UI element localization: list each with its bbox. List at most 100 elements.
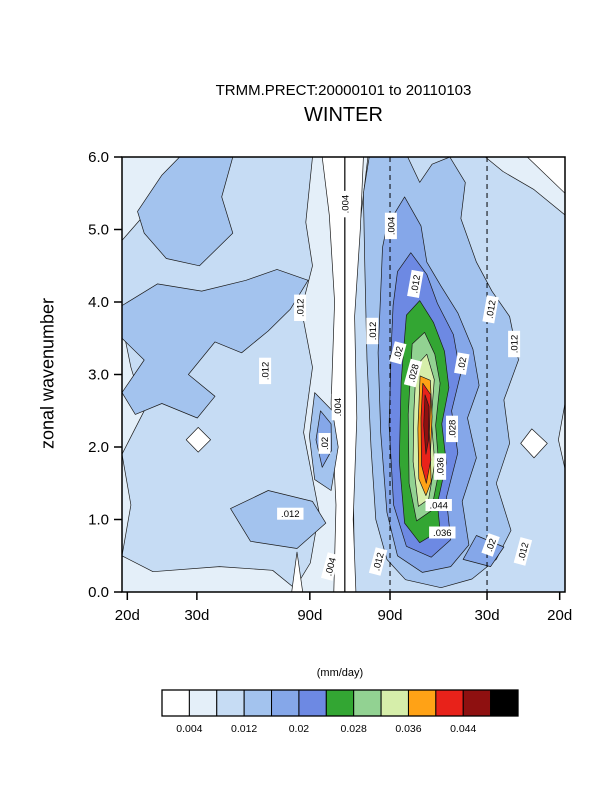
contour-label-text: .012 [510,335,521,354]
contour-field [122,157,565,592]
colorbar-cell [407,689,437,717]
contour-label: .02 [481,533,500,557]
contour-label-bg [331,393,344,421]
contour-label: .036 [429,526,456,539]
contour-label-bg [403,358,423,388]
y-axis-tick-label: 5.0 [88,222,109,239]
contour-label: .004 [384,212,397,240]
contour-label-bg [384,212,397,240]
contour-label: .028 [446,415,459,443]
contour-label-text: .004 [333,398,344,417]
colorbar-cell [380,689,409,717]
colorbar-cell [243,689,273,717]
contour-label: .004 [331,393,344,421]
contour-label-bg [320,552,340,581]
contour-label-text: .012 [516,541,531,562]
colorbar-tick-label: 0.012 [231,723,257,735]
contour-label: .012 [259,357,272,385]
contour-region [122,269,309,419]
x-axis-tick-label: 30d [475,607,500,624]
colorbar-frame [161,689,519,717]
contour-label-text: .012 [261,362,272,381]
y-axis-tick-label: 4.0 [88,294,109,311]
colorbar-cell [271,689,300,717]
contour-label-text: .02 [392,345,406,361]
contour-label: .036 [434,453,447,480]
colorbar-cell [490,689,519,717]
colorbar-tick-label: 0.036 [395,723,421,735]
y-axis-tick-label: 0.0 [88,584,109,601]
contour-label-text: .012 [409,274,423,294]
y-axis-tick-label: 6.0 [88,149,109,166]
contour-label-text: .044 [429,501,448,512]
contour-label-bg [425,499,452,511]
contour-label-bg [318,432,331,454]
contour-region [423,394,430,455]
y-axis-tick-label: 1.0 [88,512,109,529]
contour-region [185,427,211,453]
contour-label-bg [434,453,447,480]
contour-label-bg [407,269,424,298]
x-axis-tick-label: 30d [184,607,209,624]
y-axis-tick-label: 2.0 [88,439,109,456]
contour-label-text: .028 [406,363,421,384]
contour-label-bg [294,294,307,321]
colorbar-tick-label: 0.028 [341,723,367,735]
x-axis-tick-label: 90d [377,607,402,624]
colorbar-cell [353,689,382,717]
colorbar-tick-label: 0.004 [176,723,202,735]
contour-label-bg [366,317,379,345]
contour-label-text: .004 [386,217,397,236]
contour-label-text: .004 [340,195,351,214]
season-title: WINTER [304,104,383,126]
contour-label: .012 [366,317,379,345]
contour-label-text: .004 [323,557,338,578]
y-axis-tick-label: 3.0 [88,367,109,384]
contour-label-text: .012 [296,299,307,318]
contour-label: .044 [425,499,452,512]
contour-label-bg [513,537,533,566]
colorbar-tick-label: 0.02 [289,723,310,735]
contour-label-text: .012 [371,551,386,572]
contour-label: .012 [407,269,424,298]
contour-region [321,157,364,592]
contour-label-text: .02 [484,537,499,553]
contour-region [291,551,304,592]
contour-label: .02 [454,352,470,375]
colorbar-cell [325,689,355,717]
x-axis-tick-label: 90d [297,607,322,624]
contour-label-text: .012 [485,299,499,319]
contour-label: .012 [513,537,533,566]
contour-label: .02 [389,341,407,365]
colorbar-cell [188,689,218,717]
contour-label: .012 [368,547,388,576]
contour-label-bg [338,190,351,218]
colorbar-cell [435,689,464,717]
colorbar-cell [298,689,327,717]
colorbar-cell [216,689,245,717]
contour-label-text: .036 [436,457,447,476]
dataset-subtitle: TRMM.PRECT:20000101 to 20110103 [215,82,472,99]
contour-label: .012 [294,294,307,321]
contour-label-bg [429,526,456,539]
contour-label-bg [368,547,388,576]
contour-label-bg [508,330,521,358]
contour-label: .012 [508,330,521,358]
contour-label-text: .012 [368,322,379,341]
contour-label: .004 [320,552,340,581]
contour-label-text: .02 [320,437,331,450]
contour-region [122,157,320,589]
colorbar-cell [161,689,190,717]
contour-label: .004 [338,190,351,218]
contour-region [520,428,548,459]
contour-label: .02 [318,432,331,454]
contour-label-bg [389,341,407,365]
contour-region [526,157,565,194]
x-axis-tick-label: 20d [115,607,140,624]
contour-label: .012 [277,507,304,520]
colorbar-cell [462,689,492,717]
contour-label-text: .012 [281,509,300,520]
colorbar-units-label: (mm/day) [317,667,363,679]
contour-label-bg [446,415,458,443]
